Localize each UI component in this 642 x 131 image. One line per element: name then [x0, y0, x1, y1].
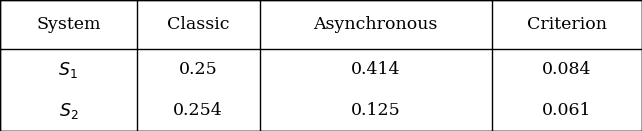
Text: 0.125: 0.125	[351, 102, 401, 119]
Text: $S_2$: $S_2$	[58, 100, 78, 121]
Text: 0.25: 0.25	[178, 61, 218, 78]
Text: 0.061: 0.061	[542, 102, 592, 119]
Text: Criterion: Criterion	[527, 16, 607, 33]
Text: 0.084: 0.084	[542, 61, 592, 78]
Text: Classic: Classic	[167, 16, 229, 33]
Text: System: System	[36, 16, 101, 33]
Text: Asynchronous: Asynchronous	[313, 16, 438, 33]
Text: 0.254: 0.254	[173, 102, 223, 119]
Text: $S_1$: $S_1$	[58, 60, 78, 80]
Text: 0.414: 0.414	[351, 61, 401, 78]
